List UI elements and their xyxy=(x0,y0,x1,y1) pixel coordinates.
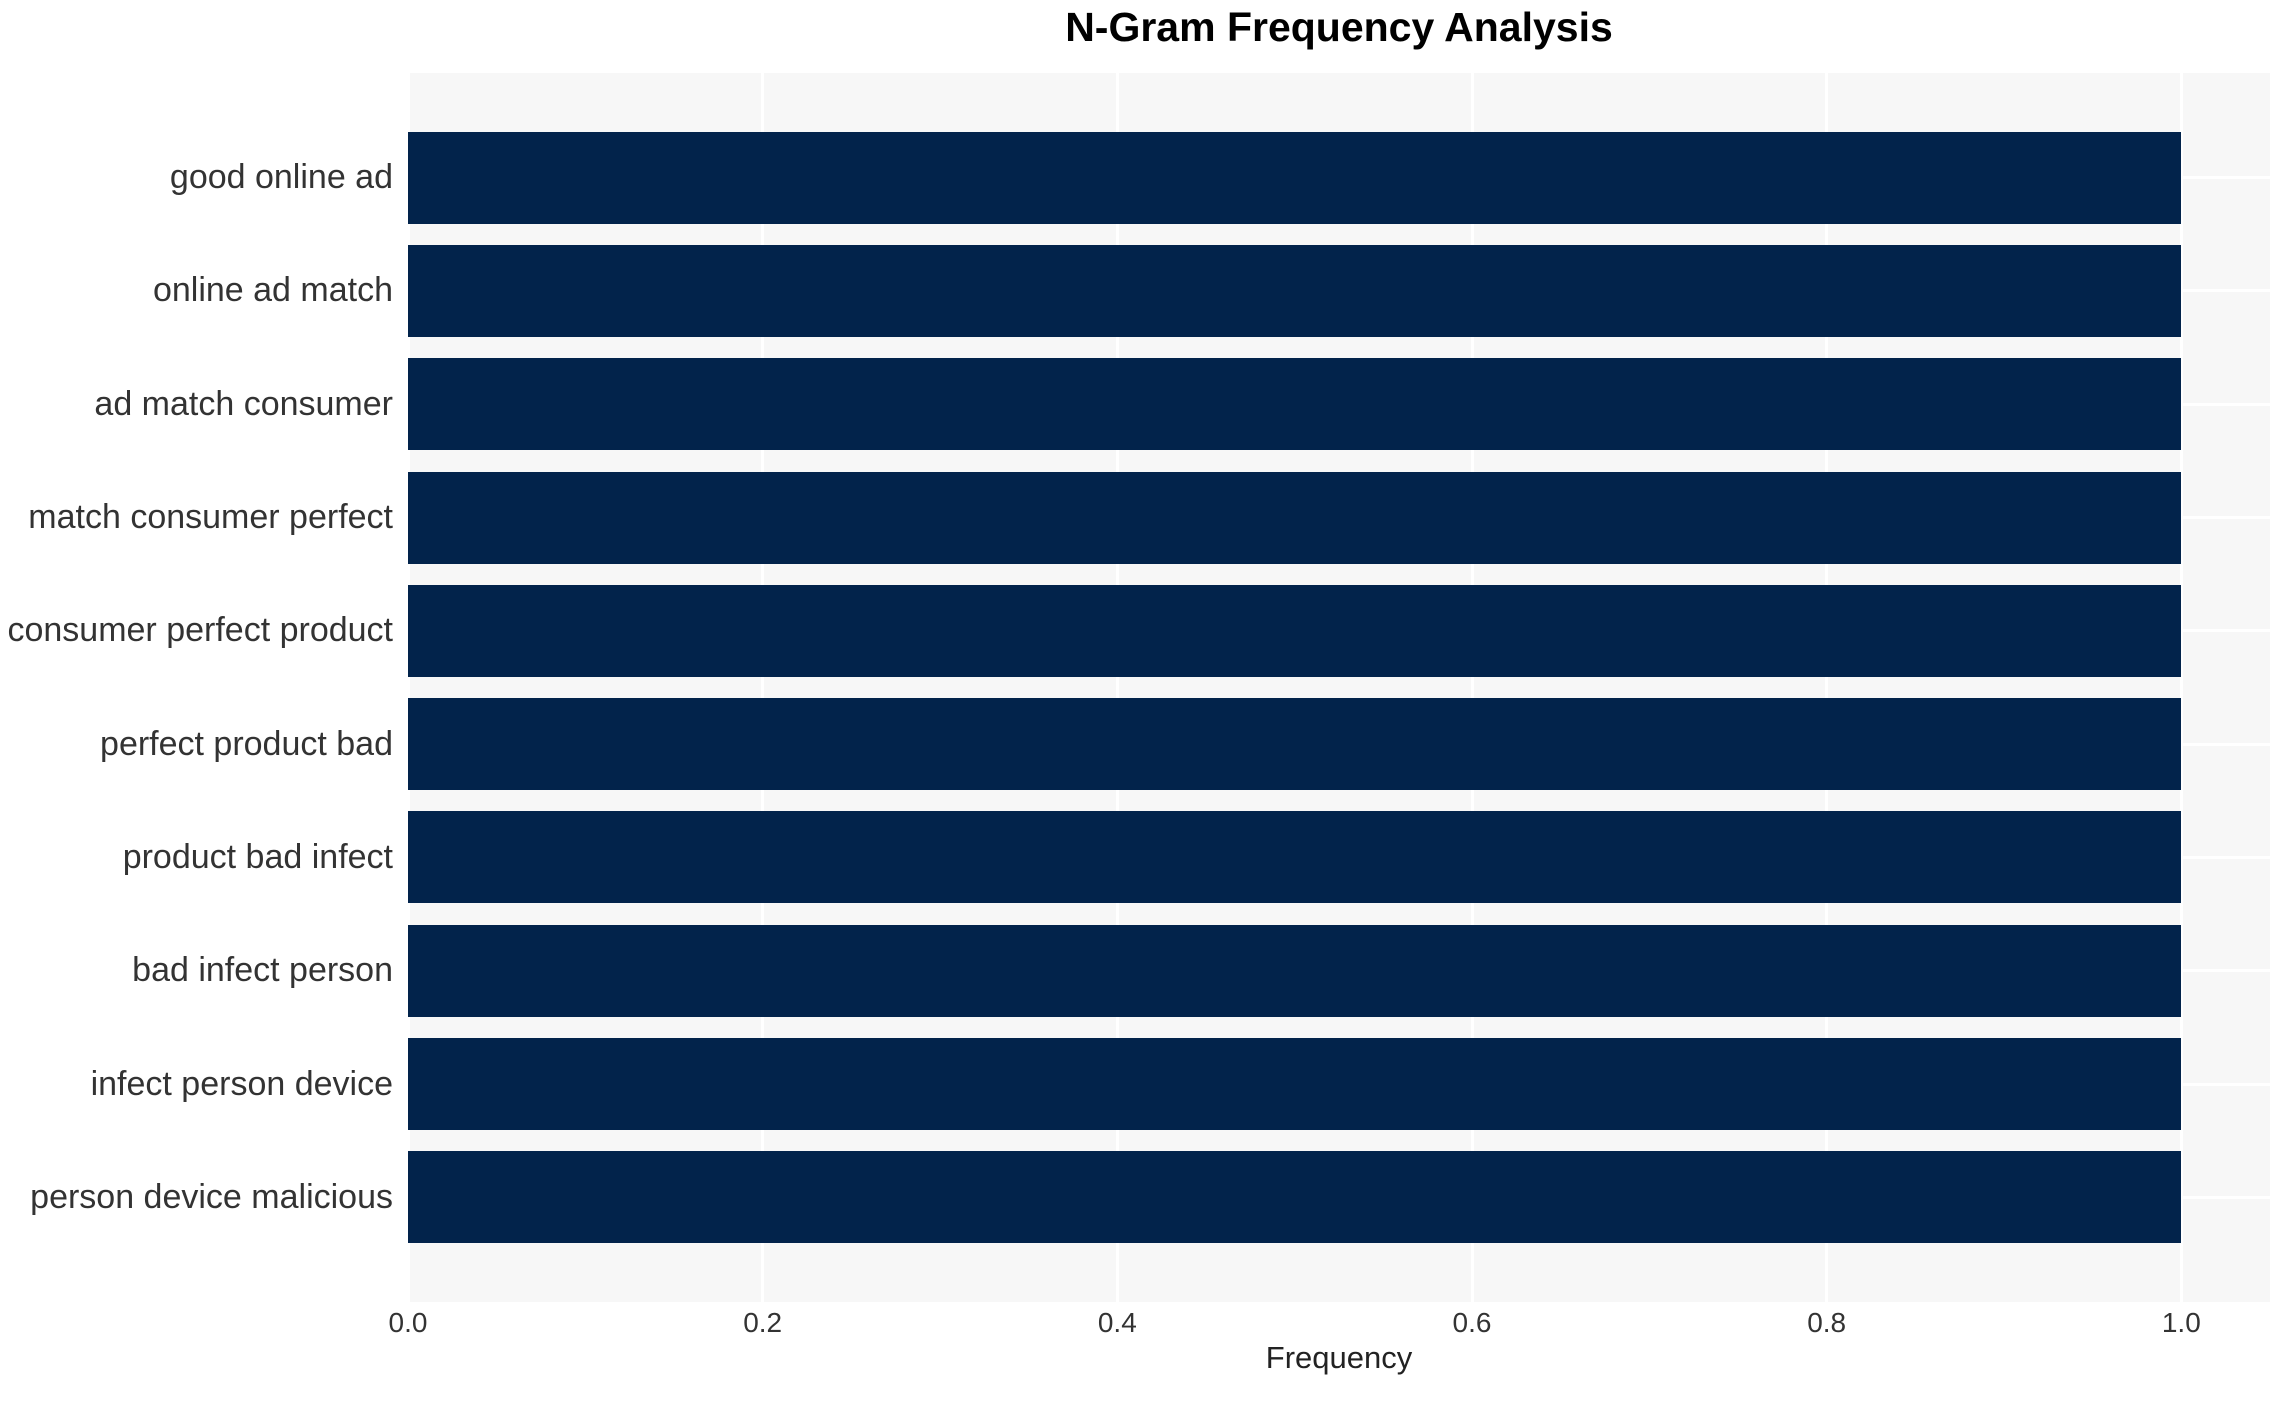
x-tick-label: 0.0 xyxy=(388,1307,428,1338)
x-tick-label: 0.4 xyxy=(1097,1307,1137,1338)
bar xyxy=(408,1038,2182,1131)
bar xyxy=(408,471,2182,564)
bar xyxy=(408,131,2182,224)
x-tick-label: 0.6 xyxy=(1452,1307,1492,1338)
bar xyxy=(408,811,2182,904)
bar-row xyxy=(408,687,2270,800)
bar xyxy=(408,924,2182,1017)
vertical-gridline xyxy=(1115,73,1119,1302)
vertical-gridline xyxy=(761,73,765,1302)
y-tick-label: perfect product bad xyxy=(100,724,393,763)
x-tick-label: 0.8 xyxy=(1807,1307,1847,1338)
y-tick-label: person device malicious xyxy=(30,1177,393,1216)
plot-area xyxy=(406,73,2270,1302)
vertical-gridline xyxy=(2179,73,2183,1302)
y-tick-label: good online ad xyxy=(169,158,393,197)
vertical-gridline xyxy=(1470,73,1474,1302)
bar-row xyxy=(408,1027,2270,1140)
bar-row xyxy=(408,121,2270,234)
y-tick-label: online ad match xyxy=(152,271,393,310)
vertical-gridline xyxy=(1825,73,1829,1302)
bar-row xyxy=(408,348,2270,461)
vertical-gridline xyxy=(406,73,410,1302)
x-axis-label: Frequency xyxy=(1265,1340,1413,1375)
y-tick-label: consumer perfect product xyxy=(7,611,393,650)
bar-row xyxy=(408,801,2270,914)
bar xyxy=(408,358,2182,451)
bar xyxy=(408,698,2182,791)
x-tick-label: 1.0 xyxy=(2161,1307,2201,1338)
bar-row xyxy=(408,1141,2270,1254)
chart-title: N-Gram Frequency Analysis xyxy=(1065,4,1613,50)
y-tick-label: infect person device xyxy=(90,1064,393,1103)
x-axis: 0.0 0.2 0.4 0.6 0.8 1.0 xyxy=(0,1307,2287,1347)
y-axis: good online ad online ad match ad match co… xyxy=(0,73,393,1302)
bar-row xyxy=(408,574,2270,687)
bar-rows xyxy=(408,73,2270,1302)
bar xyxy=(408,244,2182,337)
bar-row xyxy=(408,461,2270,574)
bar-row xyxy=(408,234,2270,347)
y-tick-label: product bad infect xyxy=(122,837,393,876)
x-tick-label: 0.2 xyxy=(743,1307,783,1338)
y-tick-label: match consumer perfect xyxy=(28,498,393,537)
bar-row xyxy=(408,914,2270,1027)
bar xyxy=(408,584,2182,677)
y-tick-label: bad infect person xyxy=(132,951,393,990)
y-tick-label: ad match consumer xyxy=(94,384,393,423)
bar xyxy=(408,1151,2182,1244)
